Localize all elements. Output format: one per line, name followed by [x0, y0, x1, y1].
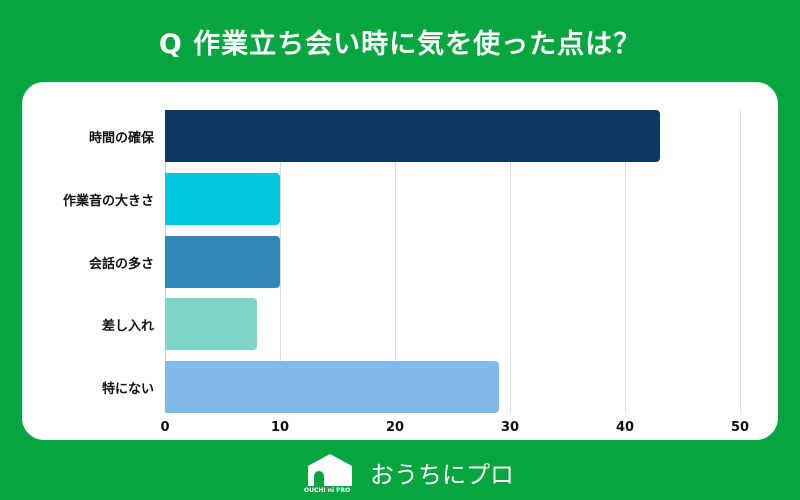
house-logo-icon: OUCHI ni PRO	[304, 452, 356, 494]
x-tick: 10	[270, 420, 290, 435]
x-tick: 20	[385, 420, 405, 435]
gridline-50	[740, 110, 741, 413]
bar-refreshments	[165, 298, 257, 350]
category-label: 会話の多さ	[88, 257, 154, 272]
bar-time	[165, 110, 660, 162]
x-tick: 30	[500, 420, 520, 435]
category-label: 作業音の大きさ	[62, 194, 154, 209]
category-label: 差し入れ	[101, 319, 154, 334]
plot-area	[165, 110, 741, 413]
logo-subtext: OUCHI ni PRO	[304, 487, 351, 494]
bar-conversation	[165, 236, 280, 288]
gridline-10	[280, 110, 281, 413]
x-tick: 50	[730, 420, 750, 435]
bar-nothing	[165, 361, 499, 413]
gridline-40	[625, 110, 626, 413]
brand-logo: OUCHI ni PRO おうちにプロ	[304, 452, 514, 494]
chart-title: Q 作業立ち会い時に気を使った点は？	[158, 29, 642, 60]
x-tick: 0	[160, 420, 170, 435]
x-tick: 40	[615, 420, 635, 435]
gridline-30	[510, 110, 511, 413]
logo-text: おうちにプロ	[370, 460, 514, 489]
category-label: 特にない	[101, 382, 154, 397]
category-label: 時間の確保	[88, 131, 154, 146]
gridline-20	[395, 110, 396, 413]
bar-noise	[165, 173, 280, 225]
